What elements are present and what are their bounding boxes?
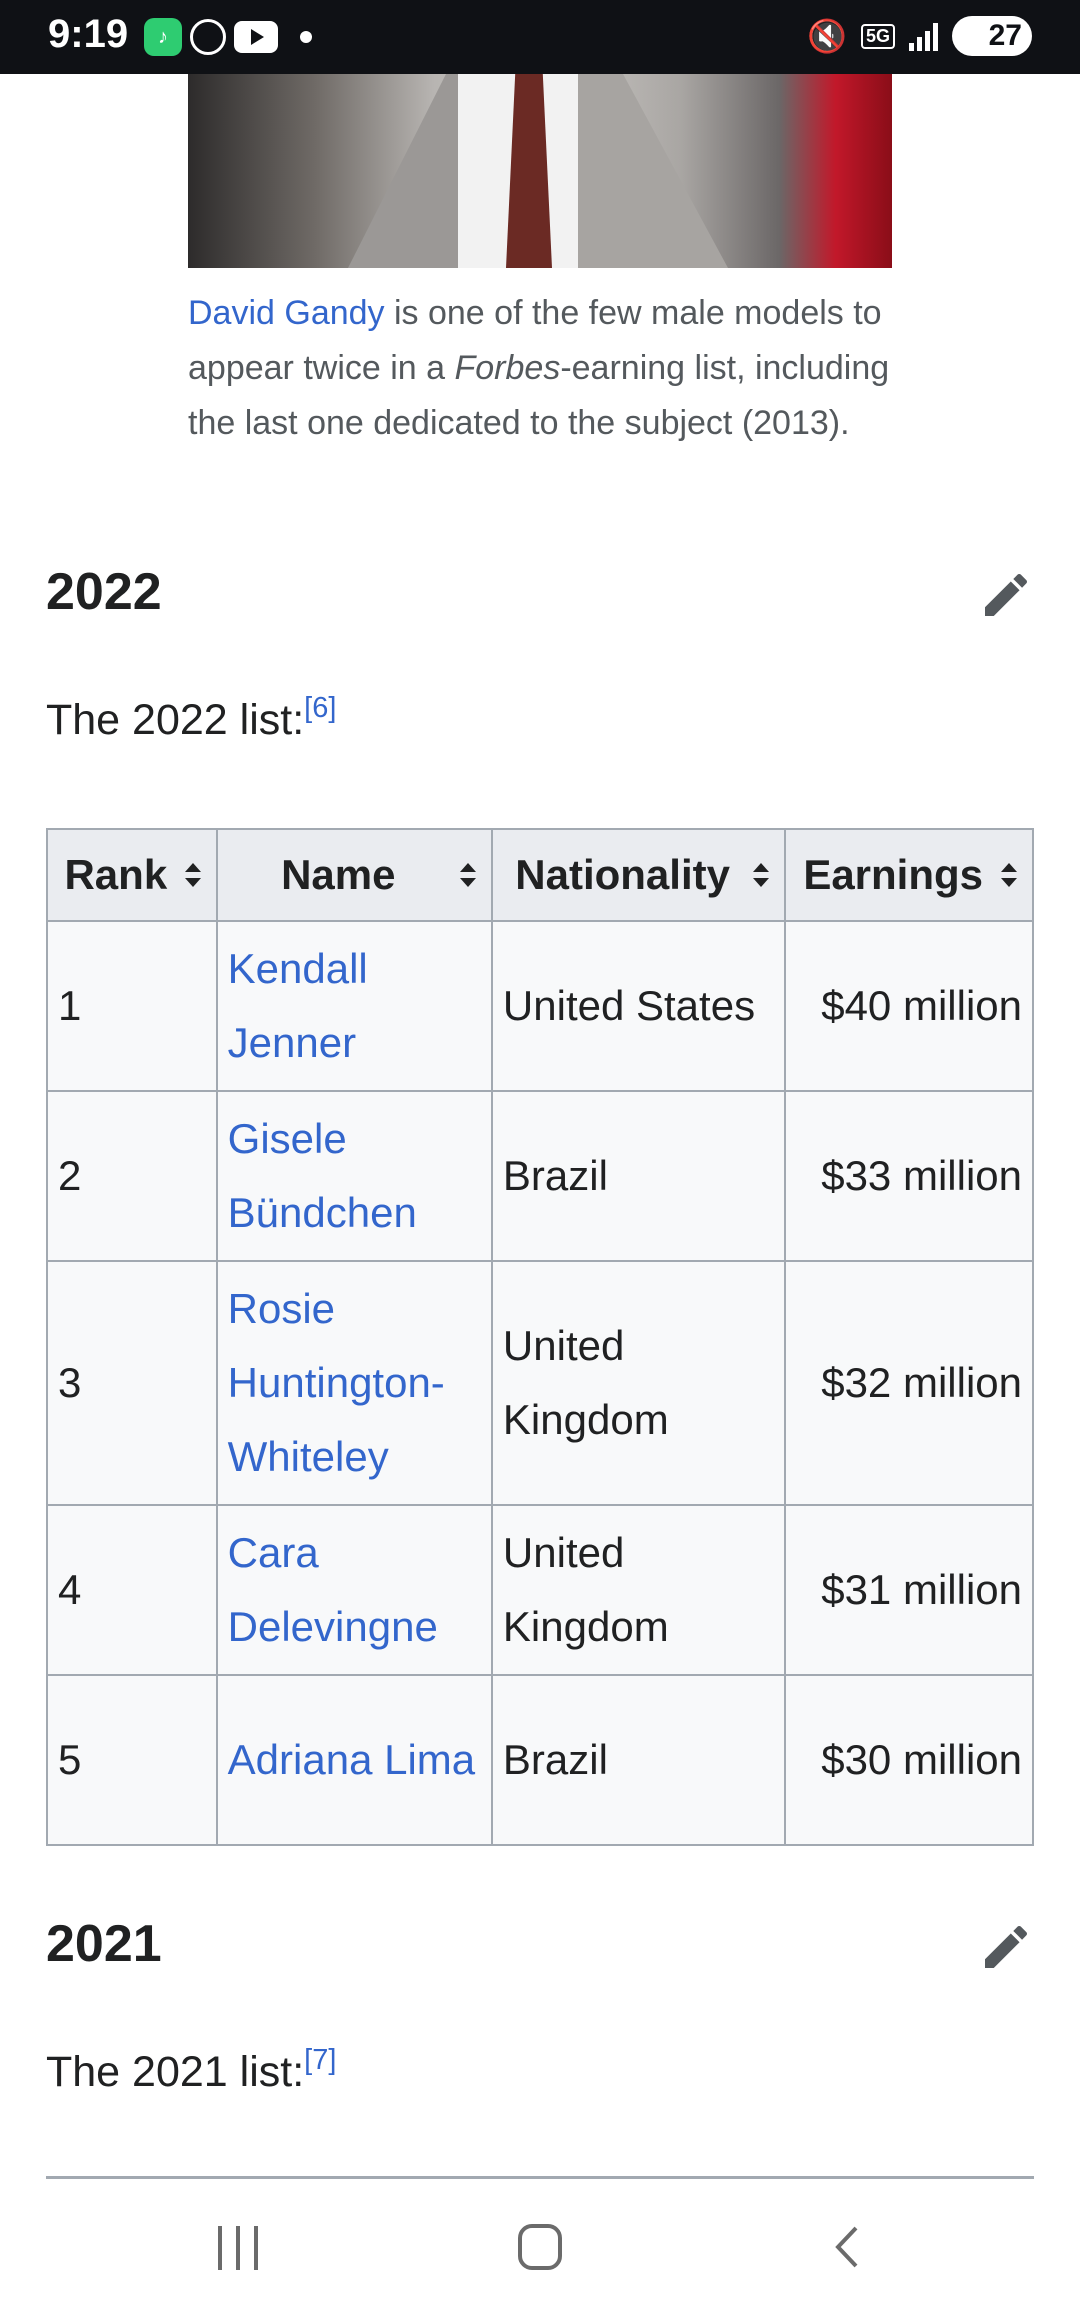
battery-level: 27 [988,19,1022,52]
mute-icon: 🔇 [807,18,847,54]
intro-2021: The 2021 list:[7] [46,2044,336,2097]
cell-name: Adriana Lima [215,1674,493,1846]
cell-nationality: United States [490,920,787,1092]
cell-earnings: $32 million [784,1260,1034,1506]
caption-text-2: -earning list, including the last one de… [188,349,890,442]
model-link[interactable]: Gisele Bündchen [227,1115,417,1236]
cell-name: Gisele Bündchen [215,1090,493,1262]
intro-2022-text: The 2022 list: [46,696,305,744]
reference-6-link[interactable]: [6] [304,692,337,724]
cell-rank: 5 [46,1674,218,1846]
cell-rank: 1 [46,920,218,1092]
header-nationality-label: Nationality [515,851,730,898]
table-row: 5 Adriana Lima Brazil $30 million [46,1674,1034,1846]
notification-dot [300,31,312,43]
cell-nationality: Brazil [490,1674,787,1846]
header-rank-label: Rank [64,851,168,898]
cell-earnings: $33 million [784,1090,1034,1262]
section-heading-2022: 2022 [46,563,162,621]
cell-name: Kendall Jenner [215,920,493,1092]
cell-nationality: United Kingdom [490,1260,787,1506]
table-row: 1 Kendall Jenner United States $40 milli… [46,920,1034,1092]
model-link[interactable]: Rosie Huntington-Whiteley [227,1285,445,1480]
model-link[interactable]: Adriana Lima [227,1736,476,1783]
caption-text-1: is one of the few male models to appear … [188,294,882,387]
table-row: 4 Cara Delevingne United Kingdom $31 mil… [46,1504,1034,1676]
reference-7-link[interactable]: [7] [304,2044,337,2076]
cell-earnings: $31 million [784,1504,1034,1676]
table-2021-top-border [46,2176,1034,2179]
cell-rank: 2 [46,1090,218,1262]
app-icon: ♪ [144,18,182,56]
header-nationality[interactable]: Nationality [490,828,787,922]
caption-italic: Forbes [454,349,561,387]
table-row: 2 Gisele Bündchen Brazil $33 million [46,1090,1034,1262]
sort-icon[interactable] [457,860,479,890]
model-link[interactable]: Cara Delevingne [227,1529,438,1650]
sort-icon[interactable] [750,860,772,890]
signal-icon [909,21,938,51]
cell-rank: 4 [46,1504,218,1676]
home-icon[interactable] [518,2224,562,2270]
article-image[interactable] [188,74,892,268]
navigation-bar [0,2186,1080,2316]
model-link[interactable]: Kendall Jenner [227,945,368,1066]
cell-name: Rosie Huntington-Whiteley [215,1260,493,1506]
intro-2021-text: The 2021 list: [46,2048,305,2096]
recent-apps-icon[interactable] [218,2226,258,2270]
cell-rank: 3 [46,1260,218,1506]
notification-icons: ♪ [144,18,312,56]
header-rank[interactable]: Rank [46,828,218,922]
status-time: 9:19 [48,12,129,56]
5g-icon: 5G [860,23,895,49]
section-heading-2021: 2021 [46,1915,162,1973]
whatsapp-icon [190,19,226,55]
table-row: 3 Rosie Huntington-Whiteley United Kingd… [46,1260,1034,1506]
system-icons: 🔇 5G 27 [807,16,1032,56]
intro-2022: The 2022 list:[6] [46,692,336,745]
cell-earnings: $30 million [784,1674,1034,1846]
cell-earnings: $40 million [784,920,1034,1092]
back-icon[interactable] [826,2224,872,2270]
cell-nationality: United Kingdom [490,1504,787,1676]
header-earnings-label: Earnings [803,851,984,898]
image-caption: David Gandy is one of the few male model… [188,286,908,451]
status-bar: 9:19 ♪ 🔇 5G 27 [0,0,1080,74]
edit-section-2022-icon[interactable] [978,567,1034,623]
youtube-icon [234,21,278,53]
sort-icon[interactable] [182,860,204,890]
battery-icon: 27 [952,16,1032,56]
cell-nationality: Brazil [490,1090,787,1262]
caption-link-david-gandy[interactable]: David Gandy [188,294,385,332]
cell-name: Cara Delevingne [215,1504,493,1676]
header-name[interactable]: Name [215,828,493,922]
edit-section-2021-icon[interactable] [978,1919,1034,1975]
header-name-label: Name [281,851,396,898]
header-earnings[interactable]: Earnings [784,828,1034,922]
earnings-table-2022: Rank Name Nationality Earnings 1 Kendall… [46,828,1034,1846]
sort-icon[interactable] [998,860,1020,890]
